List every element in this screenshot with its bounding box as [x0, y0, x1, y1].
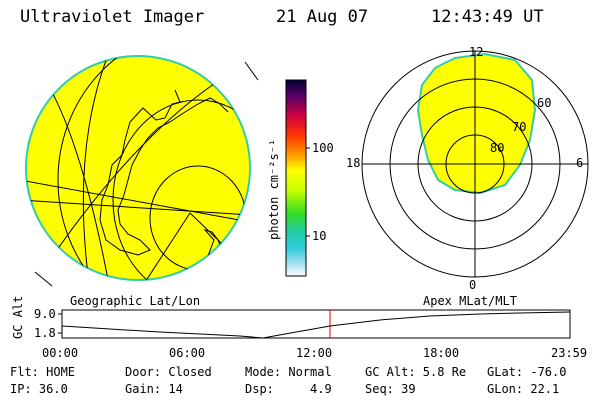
- altitude-timeline: [58, 309, 571, 339]
- dsp-label: Dsp:: [245, 382, 274, 396]
- polar-plot-label: Apex MLat/MLT: [423, 294, 517, 308]
- gc-alt-value: GC Alt: 5.8 Re: [365, 365, 467, 379]
- mlt-0-label: 0: [469, 278, 477, 292]
- meridian-line: [82, 56, 111, 280]
- color-scale: [285, 79, 310, 277]
- mlt-18-label: 18: [346, 156, 361, 170]
- glat-value: GLat: -76.0: [487, 365, 567, 379]
- ip-value: IP: 36.0: [10, 382, 68, 396]
- flight-status: Flt: HOME: [10, 365, 76, 379]
- timeline-ytick-top: 9.0: [34, 307, 56, 321]
- mlat-80-label: 80: [490, 141, 505, 155]
- sequence-value: Seq: 39: [365, 382, 416, 396]
- polar-plot: [361, 50, 589, 278]
- colorbar-tick-10: 10: [312, 229, 327, 243]
- timeline-xtick: 12:00: [296, 346, 333, 360]
- dsp-value: 4.9: [310, 382, 332, 396]
- timeline-xtick: 06:00: [169, 346, 206, 360]
- gain-value: Gain: 14: [125, 382, 183, 396]
- timeline-xtick: 23:59: [551, 346, 588, 360]
- timeline-xtick: 18:00: [423, 346, 460, 360]
- outer-arc: [244, 61, 259, 81]
- mode-status: Mode: Normal: [245, 365, 332, 379]
- geo-map-label: Geographic Lat/Lon: [70, 294, 201, 308]
- timeline-frame: [61, 309, 571, 339]
- mlat-60-label: 60: [537, 96, 552, 110]
- outer-arc: [34, 271, 53, 287]
- instrument-title: Ultraviolet Imager: [20, 7, 205, 27]
- door-status: Door: Closed: [125, 365, 212, 379]
- timeline-xtick: 00:00: [42, 346, 79, 360]
- colorbar-unit-label: photon cm⁻²s⁻¹: [267, 138, 281, 240]
- geographic-map: [25, 55, 259, 287]
- timeline-ytick-bottom: 1.8: [34, 326, 56, 340]
- mlt-6-label: 6: [576, 156, 584, 170]
- parallel-circle: [112, 99, 250, 280]
- glon-value: GLon: 22.1: [487, 382, 560, 396]
- parallel-circle: [57, 56, 250, 280]
- altitude-curve: [61, 311, 571, 339]
- mlt-12-label: 12: [469, 45, 484, 59]
- mlat-70-label: 70: [512, 120, 527, 134]
- time-label: 12:43:49 UT: [431, 7, 544, 27]
- coastline: [99, 89, 229, 256]
- color-bar: [285, 79, 307, 277]
- earth-disk: [25, 55, 251, 281]
- date-label: 21 Aug 07: [276, 7, 369, 27]
- timeline-ylabel: GC Alt: [11, 295, 25, 339]
- colorbar-tick-100: 100: [312, 141, 334, 155]
- meridian-line: [26, 199, 250, 216]
